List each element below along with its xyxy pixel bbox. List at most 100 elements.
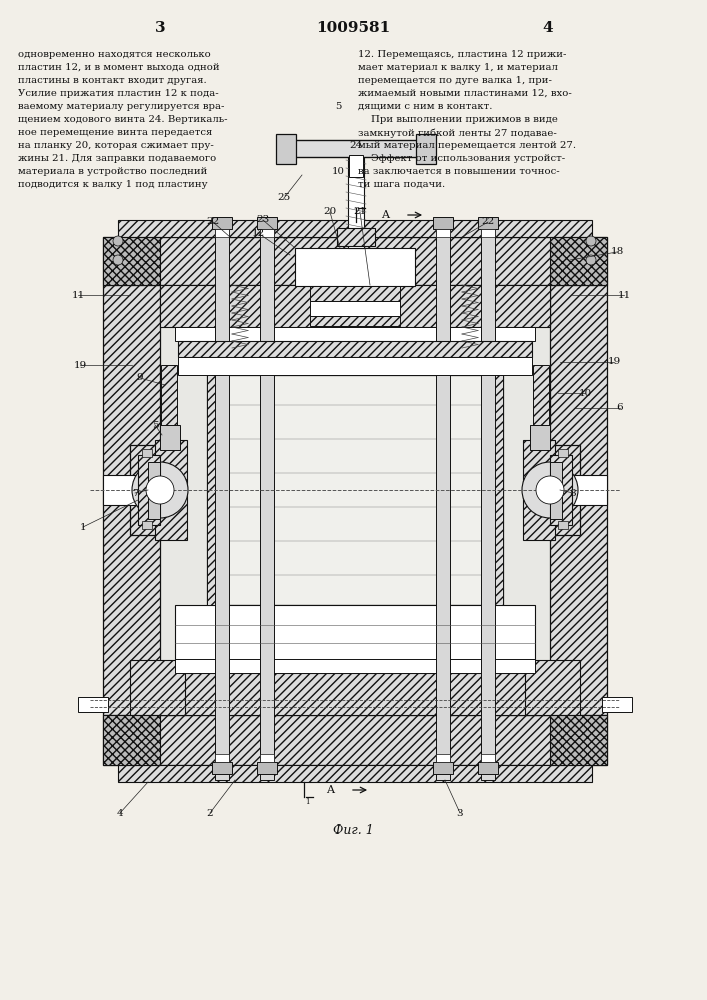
Bar — [295, 248, 415, 286]
Text: 10: 10 — [332, 167, 344, 176]
Bar — [530, 425, 550, 450]
Text: дящими с ним в контакт.: дящими с ним в контакт. — [358, 102, 493, 111]
Text: подводится к валку 1 под пластину: подводится к валку 1 под пластину — [18, 180, 208, 189]
Circle shape — [536, 476, 564, 504]
Bar — [160, 285, 550, 327]
Text: 8: 8 — [570, 488, 576, 497]
Bar — [215, 220, 229, 780]
Bar — [558, 449, 568, 457]
Text: жины 21. Для заправки подаваемого: жины 21. Для заправки подаваемого — [18, 154, 216, 163]
Text: щением ходового винта 24. Вертикаль-: щением ходового винта 24. Вертикаль- — [18, 115, 228, 124]
Text: 1: 1 — [80, 522, 86, 532]
Bar — [276, 134, 296, 164]
Text: перемещается по дуге валка 1, при-: перемещается по дуге валка 1, при- — [358, 76, 552, 85]
Text: 19: 19 — [607, 358, 621, 366]
Bar — [142, 521, 152, 529]
Bar — [436, 229, 450, 237]
Bar — [130, 445, 180, 535]
Text: 19: 19 — [74, 360, 87, 369]
Circle shape — [586, 255, 596, 265]
Text: 22: 22 — [206, 218, 220, 227]
Bar — [348, 148, 364, 248]
Bar — [310, 316, 400, 326]
Bar — [483, 375, 503, 605]
Bar — [148, 462, 160, 519]
Bar — [416, 134, 436, 164]
Bar — [160, 425, 180, 450]
Bar — [478, 217, 498, 229]
Bar — [161, 365, 177, 435]
Circle shape — [132, 462, 188, 518]
Bar — [550, 455, 572, 525]
Bar — [558, 521, 568, 529]
Text: 3: 3 — [457, 808, 463, 818]
Text: 1009581: 1009581 — [316, 21, 390, 35]
Bar — [481, 220, 495, 780]
Text: пластин 12, и в момент выхода одной: пластин 12, и в момент выхода одной — [18, 63, 220, 72]
Circle shape — [586, 236, 596, 246]
Bar — [337, 228, 375, 246]
Text: жимаемый новыми пластинами 12, вхо-: жимаемый новыми пластинами 12, вхо- — [358, 89, 572, 98]
Circle shape — [113, 236, 123, 246]
Bar — [310, 301, 400, 316]
Text: 23: 23 — [257, 216, 269, 225]
Text: 4: 4 — [117, 808, 123, 818]
Bar — [478, 762, 498, 774]
Bar — [103, 715, 607, 765]
Text: мый материал перемещается лентой 27.: мый материал перемещается лентой 27. — [358, 141, 576, 150]
Text: 24: 24 — [349, 140, 363, 149]
Bar — [533, 365, 549, 435]
Bar — [284, 140, 428, 157]
Text: 1: 1 — [305, 798, 309, 806]
Text: Усилие прижатия пластин 12 к пода-: Усилие прижатия пластин 12 к пода- — [18, 89, 218, 98]
Text: 20: 20 — [323, 208, 337, 217]
Bar — [310, 286, 400, 301]
Text: 18: 18 — [610, 247, 624, 256]
Bar — [481, 754, 495, 762]
Text: 5: 5 — [152, 420, 158, 430]
Bar — [523, 440, 555, 540]
Text: замкнутой гибкой ленты 27 подавае-: замкнутой гибкой ленты 27 подавае- — [358, 128, 556, 137]
Bar — [550, 285, 607, 715]
Bar — [103, 715, 160, 765]
Bar — [103, 237, 607, 285]
Bar — [260, 229, 274, 237]
Bar — [481, 229, 495, 237]
Text: мает материал к валку 1, и материал: мает материал к валку 1, и материал — [358, 63, 558, 72]
Circle shape — [113, 255, 123, 265]
Circle shape — [522, 462, 578, 518]
Bar — [436, 220, 450, 780]
Bar — [118, 765, 592, 782]
Bar — [257, 217, 277, 229]
Bar — [118, 220, 592, 237]
Text: 4: 4 — [543, 21, 554, 35]
Text: 9: 9 — [136, 373, 144, 382]
Bar — [550, 237, 607, 285]
Bar — [433, 762, 453, 774]
Text: 21: 21 — [354, 208, 367, 217]
Bar — [530, 445, 580, 535]
Text: 12. Перемещаясь, пластина 12 прижи-: 12. Перемещаясь, пластина 12 прижи- — [358, 50, 566, 59]
Text: пластины в контакт входит другая.: пластины в контакт входит другая. — [18, 76, 206, 85]
Text: 22: 22 — [481, 218, 495, 227]
Bar — [215, 229, 229, 237]
Text: 11: 11 — [617, 290, 631, 300]
Bar — [142, 449, 152, 457]
Bar — [160, 285, 550, 715]
Bar — [103, 237, 160, 285]
Bar — [178, 357, 532, 375]
Bar — [602, 697, 632, 712]
Bar — [433, 217, 453, 229]
Bar — [550, 715, 607, 765]
Text: Фиг. 1: Фиг. 1 — [332, 824, 373, 836]
Bar — [78, 697, 108, 712]
Bar — [138, 455, 160, 525]
Bar — [207, 375, 227, 605]
Bar — [160, 673, 550, 715]
Bar — [349, 155, 363, 177]
Bar — [207, 375, 503, 605]
Bar — [175, 327, 535, 341]
Text: 12: 12 — [252, 229, 264, 237]
Bar — [103, 285, 160, 715]
Bar — [130, 660, 185, 715]
